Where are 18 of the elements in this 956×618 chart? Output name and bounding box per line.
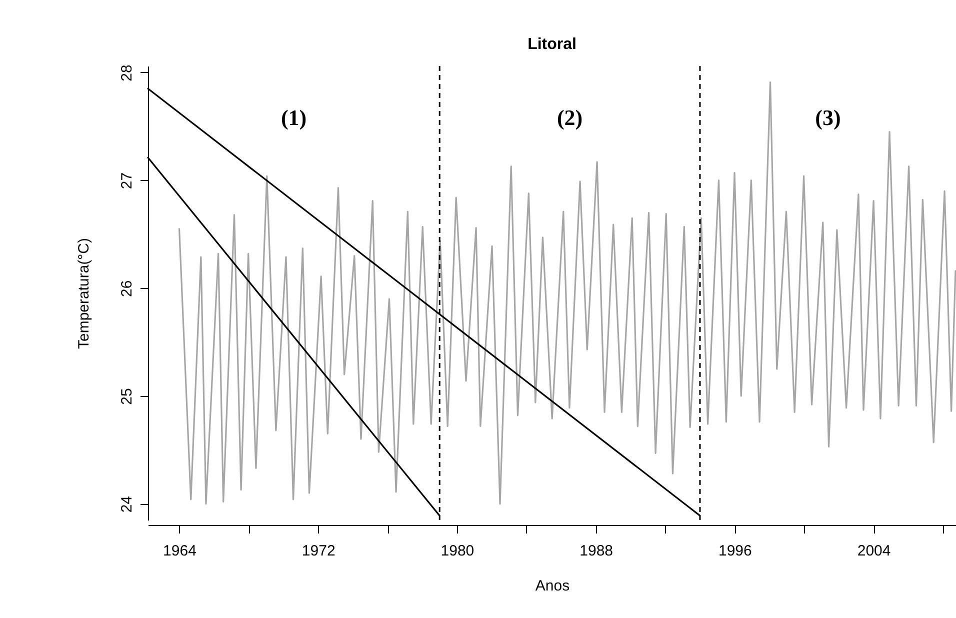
y-tick-label: 27 xyxy=(118,172,136,190)
annotation: (3) xyxy=(815,105,841,130)
line-series xyxy=(178,81,956,505)
x-tick-label: 1996 xyxy=(718,542,752,560)
x-tick-label: 1988 xyxy=(580,542,614,560)
annotation: (1) xyxy=(280,105,307,130)
x-tick-label: 1980 xyxy=(440,542,474,560)
x-tick-label: 2004 xyxy=(857,542,891,560)
x-tick-label: 1972 xyxy=(302,542,336,560)
chart-title: Litoral xyxy=(528,36,576,54)
x-tick-label: 1964 xyxy=(163,542,196,560)
y-tick-label: 26 xyxy=(118,280,136,297)
x-axis-title: Anos xyxy=(535,578,570,594)
y-axis-title: Temperatura(°C) xyxy=(76,238,92,350)
annotation: (2) xyxy=(556,105,583,130)
y-tick-label: 28 xyxy=(118,64,136,82)
y-tick-label: 24 xyxy=(118,496,136,513)
y-tick-label: 25 xyxy=(118,388,136,405)
